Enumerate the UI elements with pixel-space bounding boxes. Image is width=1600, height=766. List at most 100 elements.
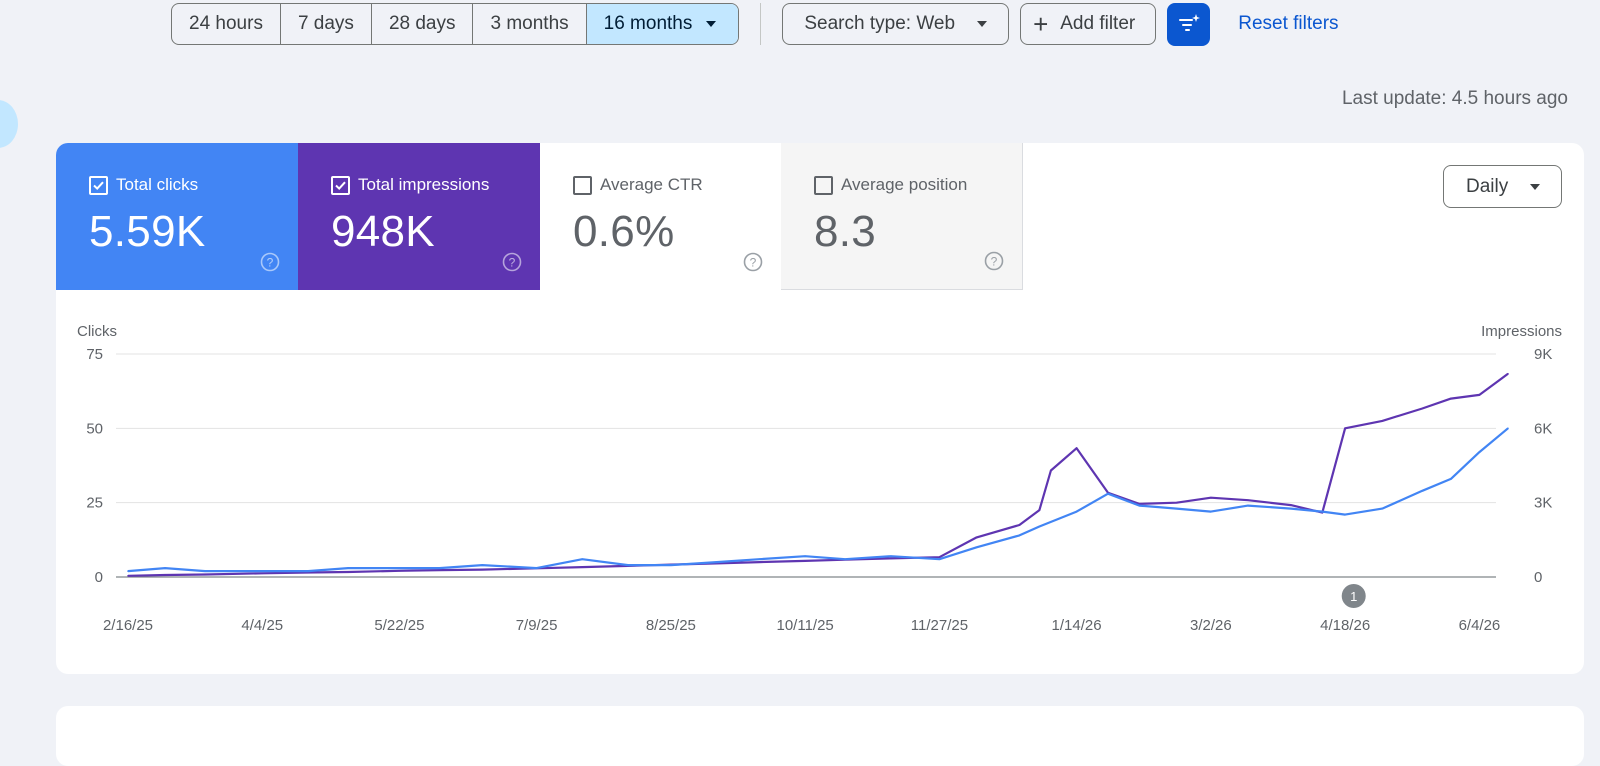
data-point-impressions (758, 561, 761, 563)
data-point-clicks (627, 564, 629, 566)
metric-average-position[interactable]: Average position 8.3 ? (781, 143, 1023, 290)
data-point-impressions (1421, 407, 1424, 410)
y-right-tick-label: 3K (1534, 495, 1552, 512)
data-point-clicks (1075, 510, 1078, 513)
data-point-impressions (1175, 501, 1178, 504)
checkbox-checked-icon[interactable] (331, 175, 350, 195)
series-line-impressions (127, 372, 1509, 577)
reset-filters-link[interactable]: Reset filters (1238, 13, 1339, 34)
metric-total-clicks[interactable]: Total clicks 5.59K ? (56, 143, 298, 290)
metric-value: 0.6% (573, 207, 675, 256)
data-point-clicks (1210, 510, 1212, 513)
data-point-impressions (1210, 496, 1212, 499)
data-point-impressions (347, 571, 349, 573)
svg-text:?: ? (509, 256, 516, 270)
data-point-impressions (164, 574, 166, 576)
data-point-clicks (1450, 478, 1452, 480)
date-range-24-hours[interactable]: 24 hours (172, 4, 281, 44)
metric-average-ctr[interactable]: Average CTR 0.6% ? (540, 143, 782, 290)
y-left-tick-label: 0 (95, 569, 103, 586)
divider (760, 3, 762, 45)
data-point-impressions (1290, 504, 1292, 506)
data-point-clicks (204, 570, 206, 572)
help-icon[interactable]: ? (984, 251, 1004, 271)
data-point-impressions (481, 568, 484, 571)
y-left-tick-label: 75 (86, 346, 103, 363)
date-range-3-months[interactable]: 3 months (473, 4, 587, 44)
plus-icon: + (1033, 9, 1049, 39)
x-tick-label: 2/16/25 (103, 617, 153, 634)
help-icon[interactable]: ? (743, 252, 763, 272)
filter-options-button[interactable] (1167, 2, 1211, 46)
data-point-impressions (261, 572, 264, 575)
data-point-clicks (1175, 507, 1178, 510)
data-point-impressions (890, 557, 892, 560)
checkbox-checked-icon[interactable] (89, 175, 108, 195)
data-point-clicks (1247, 504, 1249, 507)
data-point-clicks (804, 555, 806, 557)
data-point-impressions (938, 556, 941, 558)
metric-label: Total clicks (116, 175, 199, 194)
data-point-clicks (164, 567, 166, 569)
search-type-dropdown[interactable]: Search type: Web (782, 3, 1010, 45)
data-point-impressions (1050, 469, 1052, 472)
caret-down-icon (977, 21, 988, 27)
data-point-clicks (307, 570, 309, 572)
data-point-clicks (535, 567, 538, 569)
data-point-clicks (1507, 427, 1509, 430)
checkbox-unchecked-icon[interactable] (573, 175, 592, 195)
x-tick-label: 4/4/25 (241, 617, 283, 634)
y-right-tick-label: 9K (1534, 346, 1552, 363)
x-tick-label: 5/22/25 (374, 617, 424, 634)
help-icon[interactable]: ? (502, 252, 522, 272)
data-point-clicks (938, 558, 941, 560)
data-point-impressions (581, 566, 584, 568)
last-update-text: Last update: 4.5 hours ago (1341, 88, 1568, 109)
add-filter-label: Add filter (1060, 13, 1136, 34)
help-icon[interactable]: ? (260, 252, 280, 272)
annotation-label: 1 (1350, 589, 1357, 604)
data-point-clicks (758, 558, 761, 560)
data-point-impressions (975, 536, 978, 539)
date-range-label: 28 days (388, 13, 456, 34)
x-tick-label: 11/27/25 (911, 617, 968, 634)
add-filter-button[interactable]: + Add filter (1020, 3, 1157, 45)
y-left-tick-label: 50 (86, 420, 103, 437)
data-point-clicks (438, 567, 441, 569)
data-point-clicks (975, 546, 978, 549)
data-point-clicks (398, 567, 401, 569)
search-type-label: Search type: Web (804, 13, 956, 34)
checkbox-unchecked-icon[interactable] (814, 175, 833, 195)
data-point-impressions (804, 560, 806, 562)
data-point-clicks (127, 570, 129, 572)
data-point-clicks (581, 558, 584, 560)
data-point-clicks (844, 558, 846, 560)
x-tick-label: 7/9/25 (516, 617, 558, 634)
x-tick-label: 4/18/26 (1320, 617, 1370, 634)
svg-text:?: ? (267, 256, 274, 270)
avatar[interactable] (0, 100, 18, 148)
performance-card: Total clicks 5.59K ? Total impressions 9… (56, 143, 1584, 674)
metric-value: 8.3 (814, 207, 877, 256)
annotation-marker[interactable] (1341, 584, 1366, 608)
series-line-clicks (127, 427, 1509, 573)
metric-value: 5.59K (89, 207, 206, 256)
granularity-dropdown[interactable]: Daily (1443, 165, 1562, 208)
data-point-clicks (1018, 534, 1021, 537)
y-left-axis-title: Clicks (77, 323, 117, 340)
data-point-clicks (890, 555, 892, 557)
data-point-impressions (1478, 394, 1481, 396)
date-range-selector: 24 hours 7 days 28 days 3 months 16 mont… (171, 3, 740, 45)
data-point-impressions (1344, 427, 1346, 430)
metric-value: 948K (331, 207, 435, 256)
data-point-clicks (1478, 451, 1481, 453)
data-point-clicks (1321, 510, 1324, 513)
data-point-impressions (398, 570, 401, 572)
x-tick-label: 1/14/26 (1052, 617, 1102, 634)
data-point-impressions (1038, 509, 1041, 511)
date-range-28-days[interactable]: 28 days (372, 4, 474, 44)
date-range-16-months[interactable]: 16 months (586, 4, 739, 44)
data-point-impressions (438, 569, 441, 571)
metric-total-impressions[interactable]: Total impressions 948K ? (298, 143, 540, 290)
date-range-7-days[interactable]: 7 days (281, 4, 372, 44)
